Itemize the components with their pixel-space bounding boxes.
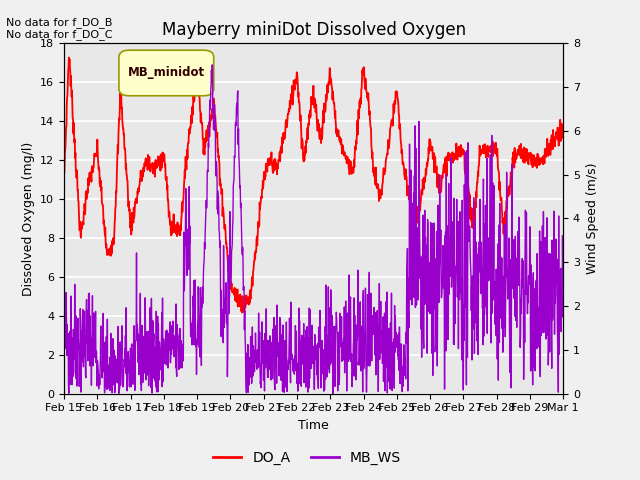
Legend: DO_A, MB_WS: DO_A, MB_WS: [208, 445, 406, 471]
Title: Mayberry miniDot Dissolved Oxygen: Mayberry miniDot Dissolved Oxygen: [161, 21, 466, 39]
Text: No data for f_DO_B: No data for f_DO_B: [6, 17, 113, 28]
Text: No data for f_DO_C: No data for f_DO_C: [6, 29, 113, 40]
X-axis label: Time: Time: [298, 419, 329, 432]
Text: MB_minidot: MB_minidot: [128, 67, 205, 80]
Y-axis label: Wind Speed (m/s): Wind Speed (m/s): [586, 163, 598, 274]
Y-axis label: Dissolved Oxygen (mg/l): Dissolved Oxygen (mg/l): [22, 141, 35, 296]
FancyBboxPatch shape: [119, 50, 214, 96]
